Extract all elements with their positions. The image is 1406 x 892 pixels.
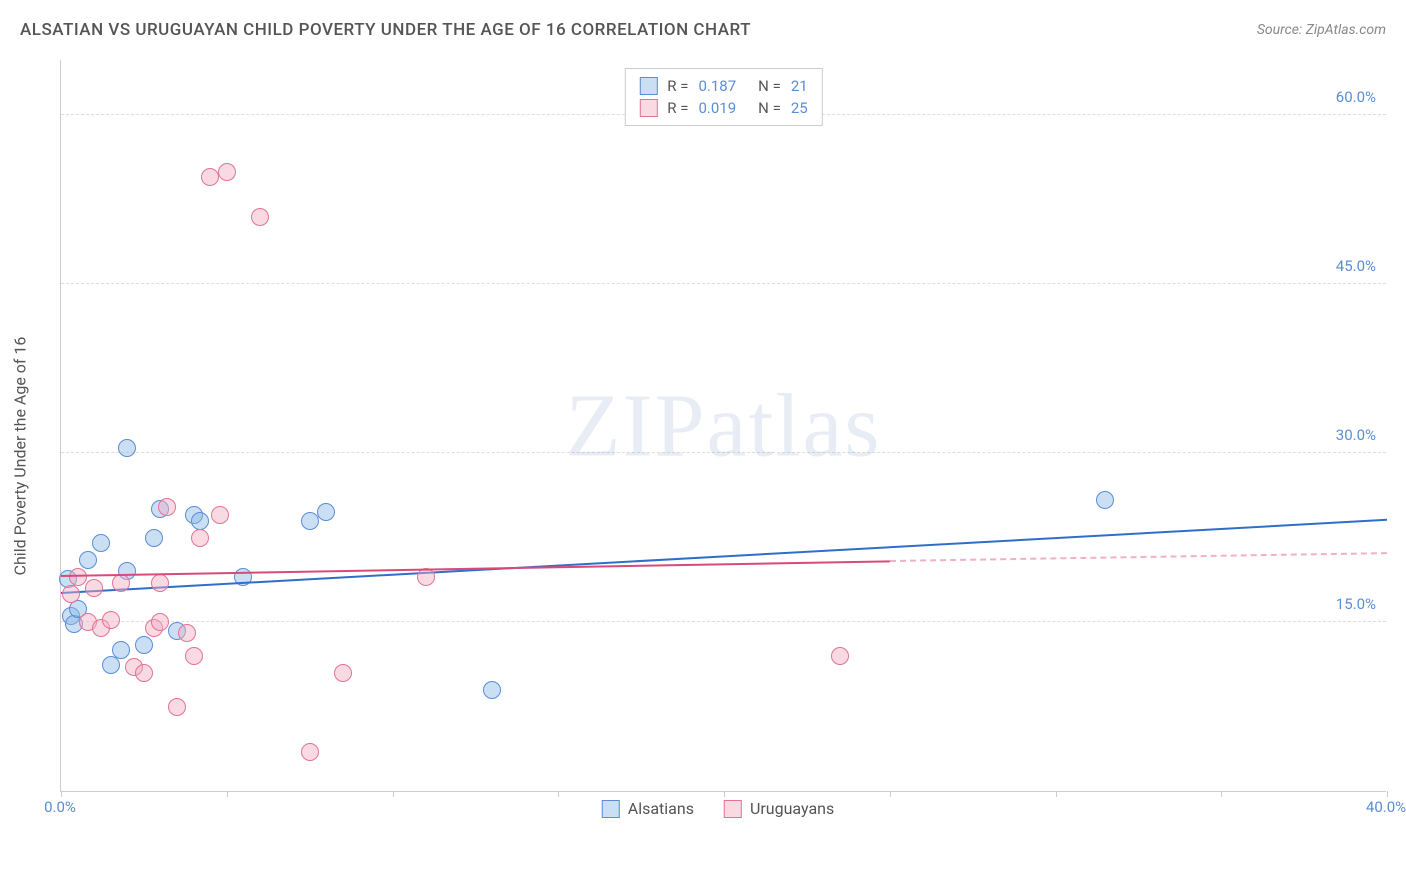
trend-line bbox=[890, 553, 1387, 563]
gridline-h bbox=[61, 283, 1386, 284]
legend-stats-row: R = 0.019 N = 25 bbox=[639, 97, 807, 119]
data-point bbox=[1096, 491, 1114, 509]
data-point bbox=[158, 498, 176, 516]
r-value: 0.187 bbox=[698, 75, 736, 97]
data-point bbox=[191, 529, 209, 547]
x-tick bbox=[393, 791, 394, 797]
data-point bbox=[483, 681, 501, 699]
legend-series-item: Uruguayans bbox=[724, 799, 834, 818]
legend-series: Alsatians Uruguayans bbox=[602, 799, 834, 818]
chart-container: Child Poverty Under the Age of 16 ZIPatl… bbox=[50, 60, 1386, 852]
y-tick-label: 45.0% bbox=[1336, 257, 1376, 275]
gridline-h bbox=[61, 621, 1386, 622]
data-point bbox=[79, 551, 97, 569]
data-point bbox=[62, 585, 80, 603]
data-point bbox=[191, 512, 209, 530]
data-point bbox=[831, 647, 849, 665]
legend-stats: R = 0.187 N = 21 R = 0.019 N = 25 bbox=[624, 68, 822, 126]
legend-swatch bbox=[602, 800, 620, 818]
gridline-h bbox=[61, 452, 1386, 453]
data-point bbox=[112, 574, 130, 592]
legend-series-label: Alsatians bbox=[628, 799, 694, 818]
data-point bbox=[118, 439, 136, 457]
data-point bbox=[145, 529, 163, 547]
r-value: 0.019 bbox=[698, 97, 736, 119]
data-point bbox=[301, 512, 319, 530]
y-tick-label: 15.0% bbox=[1336, 595, 1376, 613]
x-tick bbox=[1387, 791, 1388, 797]
data-point bbox=[334, 664, 352, 682]
chart-header: ALSATIAN VS URUGUAYAN CHILD POVERTY UNDE… bbox=[20, 20, 1386, 40]
n-value: 25 bbox=[791, 97, 808, 119]
data-point bbox=[417, 568, 435, 586]
legend-series-label: Uruguayans bbox=[750, 799, 834, 818]
data-point bbox=[301, 743, 319, 761]
x-tick bbox=[1221, 791, 1222, 797]
data-point bbox=[112, 641, 130, 659]
legend-swatch bbox=[639, 77, 657, 95]
n-label: N = bbox=[758, 97, 781, 119]
data-point bbox=[135, 636, 153, 654]
x-tick bbox=[890, 791, 891, 797]
x-tick bbox=[1056, 791, 1057, 797]
data-point bbox=[102, 611, 120, 629]
watermark-thin: atlas bbox=[707, 376, 882, 475]
data-point bbox=[92, 534, 110, 552]
n-value: 21 bbox=[791, 75, 808, 97]
n-label: N = bbox=[758, 75, 781, 97]
data-point bbox=[135, 664, 153, 682]
x-tick bbox=[227, 791, 228, 797]
y-tick-label: 60.0% bbox=[1336, 88, 1376, 106]
legend-stats-row: R = 0.187 N = 21 bbox=[639, 75, 807, 97]
data-point bbox=[151, 613, 169, 631]
x-tick bbox=[61, 791, 62, 797]
trend-line bbox=[61, 560, 890, 577]
chart-title: ALSATIAN VS URUGUAYAN CHILD POVERTY UNDE… bbox=[20, 20, 751, 40]
data-point bbox=[168, 698, 186, 716]
data-point bbox=[69, 568, 87, 586]
x-tick bbox=[558, 791, 559, 797]
legend-swatch bbox=[639, 99, 657, 117]
data-point bbox=[317, 503, 335, 521]
watermark: ZIPatlas bbox=[566, 374, 882, 477]
y-axis-label: Child Poverty Under the Age of 16 bbox=[11, 337, 30, 576]
data-point bbox=[211, 506, 229, 524]
data-point bbox=[178, 624, 196, 642]
x-tick bbox=[724, 791, 725, 797]
data-point bbox=[251, 208, 269, 226]
plot-area: ZIPatlas R = 0.187 N = 21 R = 0.019 N = 25 15.0… bbox=[60, 60, 1386, 792]
r-label: R = bbox=[667, 75, 688, 97]
legend-swatch bbox=[724, 800, 742, 818]
x-tick-label: 40.0% bbox=[1366, 798, 1406, 816]
data-point bbox=[218, 163, 236, 181]
data-point bbox=[151, 574, 169, 592]
data-point bbox=[201, 168, 219, 186]
x-tick-label: 0.0% bbox=[44, 798, 76, 816]
data-point bbox=[185, 647, 203, 665]
legend-series-item: Alsatians bbox=[602, 799, 694, 818]
r-label: R = bbox=[667, 97, 688, 119]
source-label: Source: ZipAtlas.com bbox=[1257, 22, 1386, 38]
data-point bbox=[85, 579, 103, 597]
watermark-bold: ZIP bbox=[566, 376, 707, 475]
y-tick-label: 30.0% bbox=[1336, 426, 1376, 444]
